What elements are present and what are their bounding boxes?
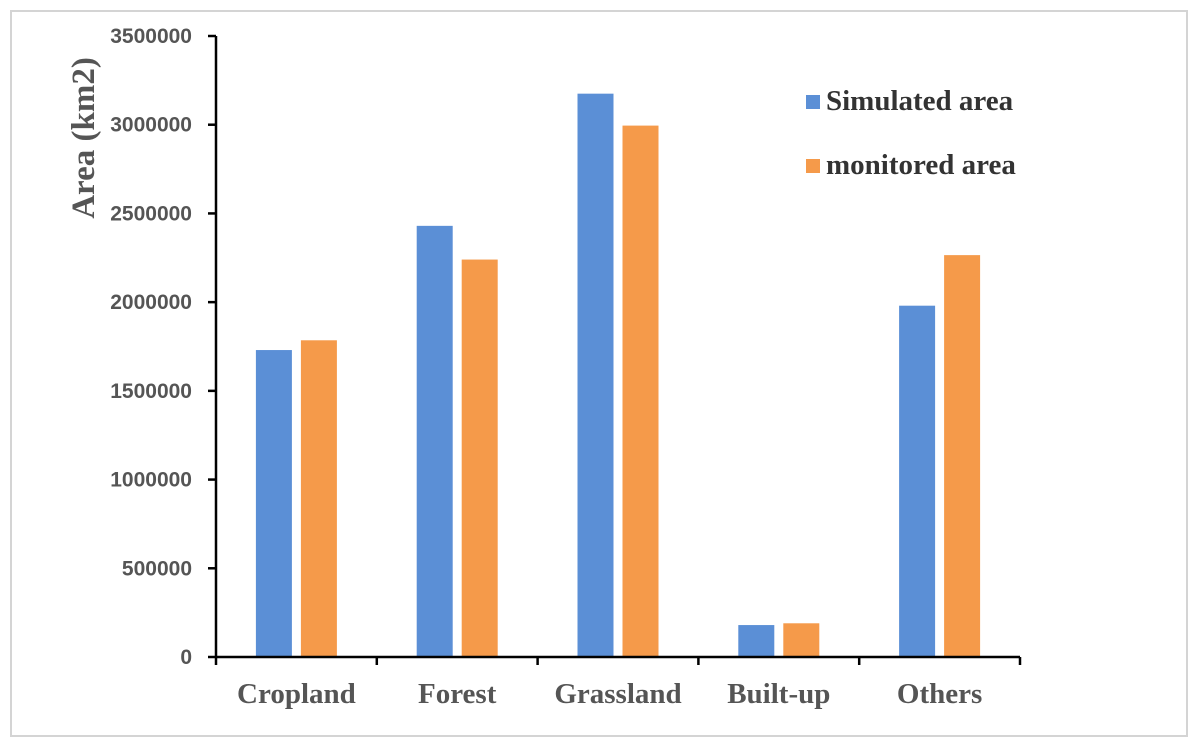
bar-monitored-others	[944, 255, 981, 658]
legend-label: Simulated area	[826, 85, 1014, 117]
bar-monitored-cropland	[300, 340, 337, 657]
bar-simulated-grassland	[577, 93, 614, 657]
legend-label: monitored area	[826, 149, 1016, 181]
legend-swatch	[806, 95, 820, 109]
x-category-label: Forest	[418, 678, 497, 710]
bar-monitored-forest	[461, 259, 498, 657]
bar-simulated-built-up	[738, 625, 775, 657]
x-category-label: Cropland	[237, 678, 356, 710]
x-category-label: Grassland	[554, 678, 681, 710]
axes-layer	[214, 36, 1022, 665]
y-tick-label: 1500000	[110, 380, 192, 403]
bar-simulated-forest	[416, 225, 453, 657]
y-tick-label: 3500000	[110, 25, 192, 48]
y-tick-label: 1000000	[110, 469, 192, 492]
bar-simulated-others	[899, 305, 936, 657]
y-tick-label: 500000	[122, 557, 192, 580]
legend-swatch	[806, 159, 820, 173]
bar-simulated-cropland	[255, 350, 292, 657]
bar-monitored-grassland	[622, 125, 659, 657]
y-axis-label: Area (km2)	[66, 57, 102, 219]
y-tick-label: 2500000	[110, 202, 192, 225]
legend: Simulated area monitored area	[806, 85, 1016, 181]
x-categories-layer: Cropland Forest Grassland Built-up Others	[237, 678, 982, 710]
y-tick-label: 2000000	[110, 291, 192, 314]
y-ticks-layer: 0 500000 1000000 1500000 2000000 2500000 30000…	[110, 25, 216, 669]
bars-layer	[255, 93, 981, 658]
y-tick-label: 0	[180, 646, 192, 669]
y-tick-label: 3000000	[110, 114, 192, 137]
bar-monitored-built-up	[783, 623, 820, 657]
x-category-label: Others	[897, 678, 982, 710]
x-category-label: Built-up	[727, 678, 830, 710]
